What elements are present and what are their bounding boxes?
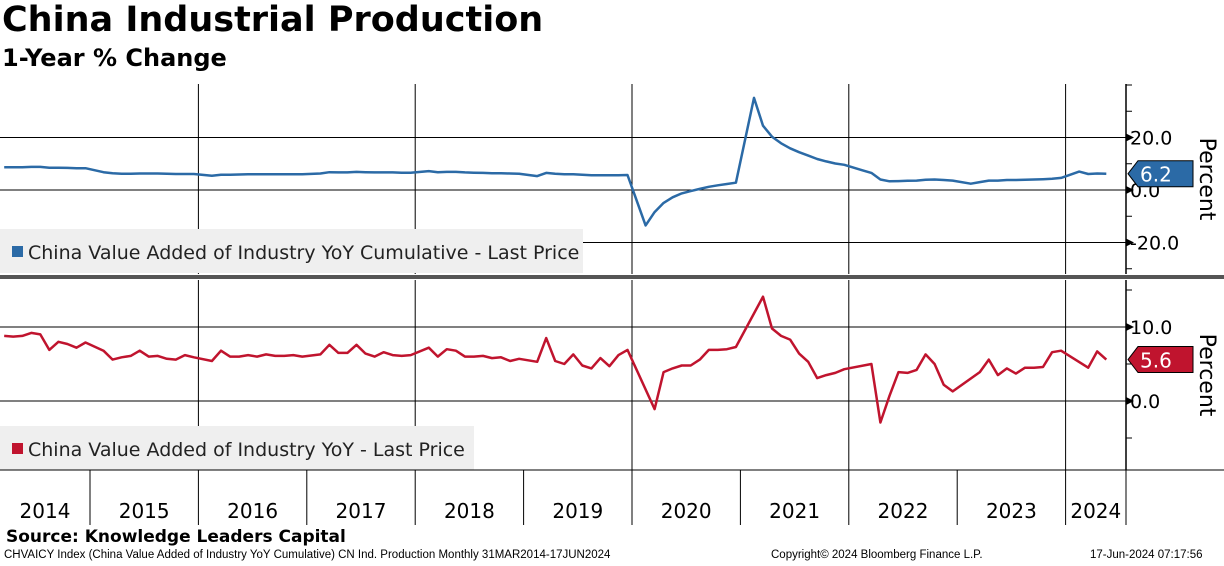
x-tick-label: 2020 xyxy=(661,499,712,523)
legend-label: China Value Added of Industry YoY Cumula… xyxy=(28,242,579,264)
x-tick-label: 2022 xyxy=(878,499,929,523)
series-line xyxy=(4,96,1107,227)
last-value-tag xyxy=(1127,346,1194,374)
last-value-label: 6.2 xyxy=(1140,163,1172,187)
legend-box xyxy=(0,229,583,273)
last-value-label: 5.6 xyxy=(1140,349,1172,373)
tick-arrow xyxy=(1126,186,1134,194)
footer-timestamp: 17-Jun-2024 07:17:56 xyxy=(1090,549,1203,561)
x-tick-label: 2023 xyxy=(986,499,1037,523)
tick-arrow xyxy=(1126,133,1134,142)
last-value-tag xyxy=(1127,160,1194,188)
footer-index-info: CHVAICY Index (China Value Added of Indu… xyxy=(4,549,611,561)
x-tick-label: 2017 xyxy=(336,499,387,523)
legend-swatch xyxy=(12,443,23,454)
y-axis-title: Percent xyxy=(1194,334,1219,417)
x-tick-label: 2018 xyxy=(444,499,495,523)
y-tick-label: 0.0 xyxy=(1130,391,1160,413)
y-axis-title: Percent xyxy=(1194,138,1219,221)
panel-divider xyxy=(0,275,1224,279)
legend-label: China Value Added of Industry YoY - Last… xyxy=(28,439,465,461)
chart-title: China Industrial Production xyxy=(2,0,544,40)
x-tick-label: 2021 xyxy=(769,499,820,523)
tick-arrow xyxy=(1126,238,1134,247)
x-tick-label: 2024 xyxy=(1070,499,1121,523)
y-tick-label: 10.0 xyxy=(1130,317,1172,339)
chart-subtitle: 1-Year % Change xyxy=(2,44,227,72)
series-line xyxy=(4,295,1108,424)
legend-swatch xyxy=(12,246,23,257)
tick-arrow xyxy=(1126,397,1134,405)
tick-arrow xyxy=(1126,323,1134,331)
legend-box xyxy=(0,426,474,470)
x-tick-label: 2019 xyxy=(552,499,603,523)
y-tick-label: -20.0 xyxy=(1130,233,1179,255)
footer-copyright: Copyright© 2024 Bloomberg Finance L.P. xyxy=(771,549,983,561)
x-tick-label: 2015 xyxy=(119,499,170,523)
x-tick-label: 2014 xyxy=(20,499,71,523)
x-tick-label: 2016 xyxy=(227,499,278,523)
source-note: Source: Knowledge Leaders Capital xyxy=(6,527,346,547)
y-tick-label: 20.0 xyxy=(1130,128,1172,150)
